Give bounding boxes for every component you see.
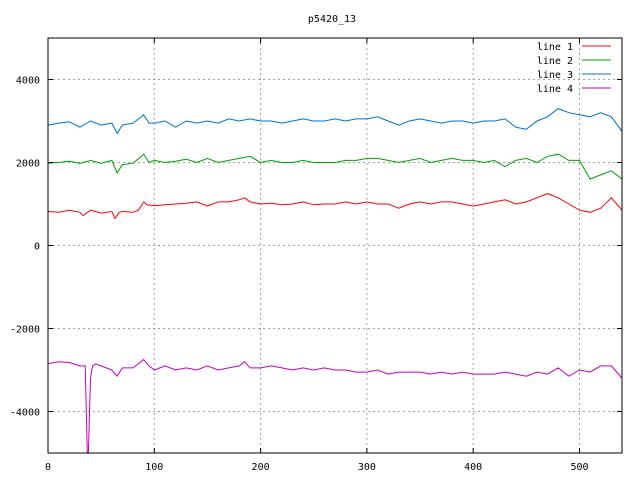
x-tick-label: 300 (358, 462, 376, 473)
legend-label: line 2 (537, 56, 573, 67)
y-tick-label: -2000 (10, 325, 40, 336)
series-group (48, 108, 622, 453)
series-line (48, 193, 622, 220)
grid (48, 38, 622, 453)
legend: line 1 line 2 line 3 line 4 (537, 42, 611, 95)
chart-title: p5420_13 (308, 14, 356, 25)
x-tick-label: 200 (252, 462, 270, 473)
series-line (48, 358, 622, 453)
legend-label: line 1 (537, 42, 573, 53)
x-tick-label: 100 (145, 462, 163, 473)
x-tick-label: 400 (464, 462, 482, 473)
series-line (48, 153, 622, 180)
y-tick-label: 4000 (16, 76, 40, 87)
y-tick-label: 2000 (16, 159, 40, 170)
y-tick-label: 0 (34, 242, 40, 253)
series-line (48, 108, 622, 135)
y-tick-label: -4000 (10, 408, 40, 419)
x-tick-label: 0 (45, 462, 51, 473)
legend-label: line 3 (537, 70, 573, 81)
legend-label: line 4 (537, 84, 573, 95)
x-tick-label: 500 (570, 462, 588, 473)
axes: 0 100 200 300 400 500 -4000 -2000 0 2000 4000 (10, 37, 623, 473)
